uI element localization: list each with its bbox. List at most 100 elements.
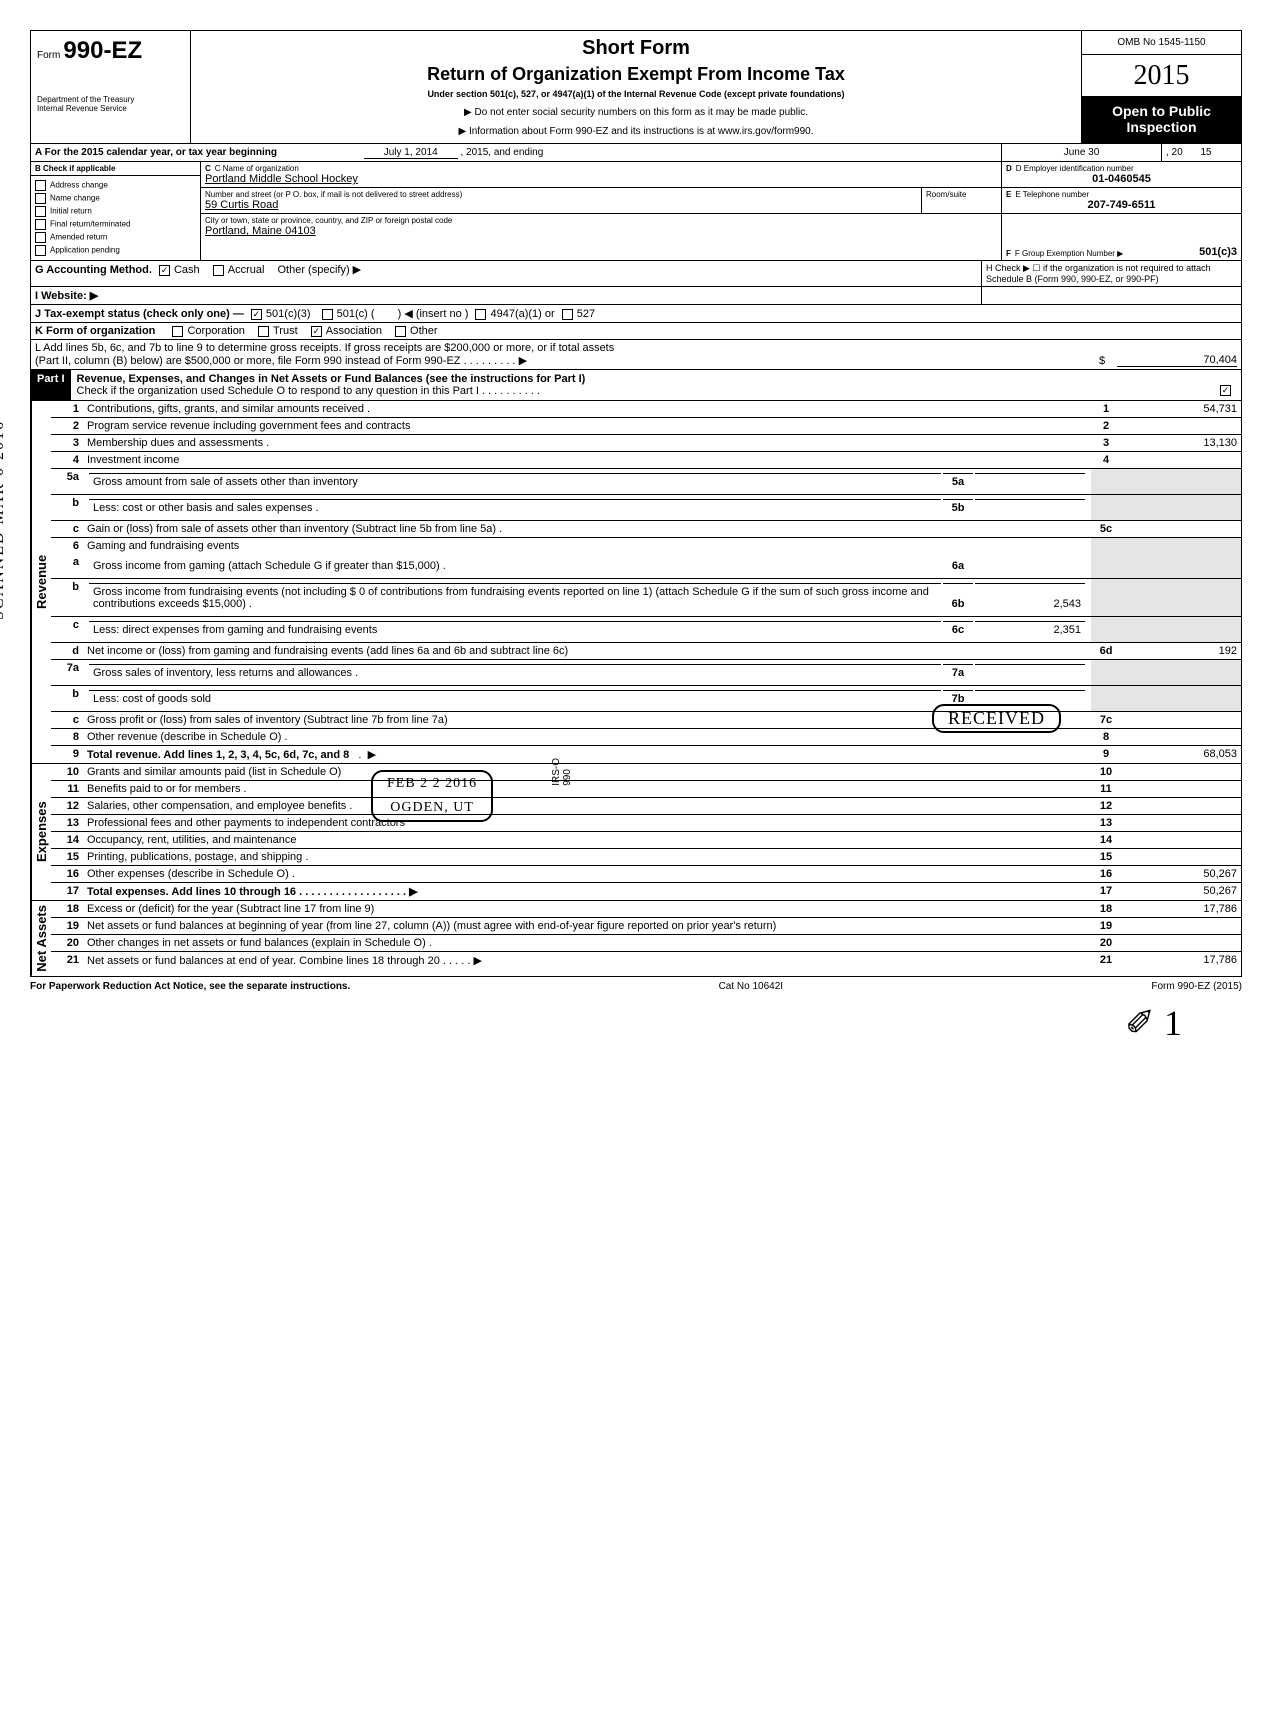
line13-val[interactable]: [1121, 815, 1241, 832]
end-year[interactable]: 15: [1200, 147, 1211, 158]
line9-val[interactable]: 68,053: [1121, 746, 1241, 764]
col-b-item[interactable]: Name change: [35, 193, 196, 204]
part-i-label: Part I: [31, 370, 71, 400]
line21-val[interactable]: 17,786: [1121, 952, 1241, 970]
tax-year-end-month[interactable]: June 30: [1001, 144, 1161, 161]
line7a-ival[interactable]: [975, 664, 1085, 681]
line8-val[interactable]: [1121, 729, 1241, 746]
phone-value[interactable]: 207-749-6511: [1006, 199, 1237, 211]
line6-num: 6: [51, 538, 83, 555]
col-b-item[interactable]: Final return/terminated: [35, 219, 196, 230]
line4-val[interactable]: [1121, 452, 1241, 469]
line7c-val[interactable]: [1121, 712, 1241, 729]
trust-checkbox[interactable]: [258, 326, 269, 337]
line5c-val[interactable]: [1121, 521, 1241, 538]
col-b-item[interactable]: Initial return: [35, 206, 196, 217]
line17-val[interactable]: 50,267: [1121, 883, 1241, 901]
line14-val[interactable]: [1121, 832, 1241, 849]
col-b-item[interactable]: Application pending: [35, 245, 196, 256]
gross-receipts[interactable]: 70,404: [1117, 354, 1237, 367]
line4-box: 4: [1091, 452, 1121, 469]
col-b-header: B Check if applicable: [31, 162, 200, 176]
527-checkbox[interactable]: [562, 309, 573, 320]
accrual-checkbox[interactable]: [213, 265, 224, 276]
line5a-desc: Gross amount from sale of assets other t…: [89, 473, 941, 490]
line16-val[interactable]: 50,267: [1121, 866, 1241, 883]
4947-checkbox[interactable]: [475, 309, 486, 320]
group-exemption-code[interactable]: 501(c)3: [1199, 246, 1237, 258]
cash-label: Cash: [174, 264, 200, 276]
line5a-ival[interactable]: [975, 473, 1085, 490]
line12-num: 12: [51, 798, 83, 815]
end-year-label: , 20: [1166, 147, 1183, 158]
line19-num: 19: [51, 918, 83, 935]
line5b-ival[interactable]: [975, 499, 1085, 516]
tax-year: 2015: [1082, 55, 1241, 97]
line2-val[interactable]: [1121, 418, 1241, 435]
line20-box: 20: [1091, 935, 1121, 952]
org-city[interactable]: Portland, Maine 04103: [205, 225, 997, 237]
line3-val[interactable]: 13,130: [1121, 435, 1241, 452]
cash-checkbox[interactable]: [159, 265, 170, 276]
line5a-box: 5a: [943, 473, 973, 490]
line10-desc: Grants and similar amounts paid (list in…: [83, 764, 1091, 781]
line5b-box: 5b: [943, 499, 973, 516]
line1-val[interactable]: 54,731: [1121, 401, 1241, 418]
assoc-checkbox[interactable]: [311, 326, 322, 337]
org-name[interactable]: Portland Middle School Hockey: [205, 173, 997, 185]
line10-val[interactable]: [1121, 764, 1241, 781]
line18-val[interactable]: 17,786: [1121, 901, 1241, 918]
line21-num: 21: [51, 952, 83, 970]
footer-left: For Paperwork Reduction Act Notice, see …: [30, 981, 350, 992]
line6c-ival[interactable]: 2,351: [975, 621, 1085, 638]
org-street[interactable]: 59 Curtis Road: [205, 199, 917, 211]
line6a-ival[interactable]: [975, 558, 1085, 574]
expenses-label: Expenses: [31, 764, 51, 900]
ein-value[interactable]: 01-0460545: [1006, 173, 1237, 185]
line20-desc: Other changes in net assets or fund bala…: [83, 935, 1091, 952]
netassets-label: Net Assets: [31, 901, 51, 976]
line7a-num: 7a: [51, 660, 83, 686]
tax-year-begin[interactable]: July 1, 2014: [364, 147, 458, 159]
line15-val[interactable]: [1121, 849, 1241, 866]
trust-label: Trust: [273, 325, 298, 337]
website-label: I Website: ▶: [35, 290, 98, 302]
line14-box: 14: [1091, 832, 1121, 849]
corp-label: Corporation: [187, 325, 244, 337]
subtitle: Under section 501(c), 527, or 4947(a)(1)…: [201, 89, 1071, 99]
col-b-item[interactable]: Amended return: [35, 232, 196, 243]
col-c: CC Name of organization Portland Middle …: [201, 162, 1001, 260]
stamp-date: FEB 2 2 2016: [387, 776, 477, 792]
line21-box: 21: [1091, 952, 1121, 970]
revenue-label: Revenue: [31, 401, 51, 763]
line12-val[interactable]: [1121, 798, 1241, 815]
line4-num: 4: [51, 452, 83, 469]
line17-num: 17: [51, 883, 83, 901]
other-org-label: Other: [410, 325, 438, 337]
501c3-checkbox[interactable]: [251, 309, 262, 320]
line6d-val[interactable]: 192: [1121, 643, 1241, 660]
line19-val[interactable]: [1121, 918, 1241, 935]
other-org-checkbox[interactable]: [395, 326, 406, 337]
line6-shade: [1091, 538, 1121, 555]
501c-checkbox[interactable]: [322, 309, 333, 320]
schedule-o-checkbox[interactable]: [1220, 385, 1231, 396]
phone-label-text: E Telephone number: [1015, 190, 1089, 199]
line2-box: 2: [1091, 418, 1121, 435]
phone-label: EE Telephone number: [1006, 190, 1237, 199]
col-b-item[interactable]: Address change: [35, 180, 196, 191]
corp-checkbox[interactable]: [172, 326, 183, 337]
line20-val[interactable]: [1121, 935, 1241, 952]
insert-no: ◀ (insert no ): [404, 308, 468, 320]
line11-val[interactable]: [1121, 781, 1241, 798]
527-label: 527: [577, 308, 595, 320]
line6c-box: 6c: [943, 621, 973, 638]
signature-mark: ✐ 1: [30, 1002, 1242, 1044]
line6b-ival[interactable]: 2,543: [975, 583, 1085, 612]
line7b-rvalshade: [1121, 686, 1241, 712]
accrual-label: Accrual: [228, 264, 265, 276]
name-label-text: C Name of organization: [215, 164, 299, 173]
line4-desc: Investment income: [83, 452, 1091, 469]
stamp-ogden: OGDEN, UT: [387, 800, 477, 816]
line7a-desc: Gross sales of inventory, less returns a…: [89, 664, 941, 681]
